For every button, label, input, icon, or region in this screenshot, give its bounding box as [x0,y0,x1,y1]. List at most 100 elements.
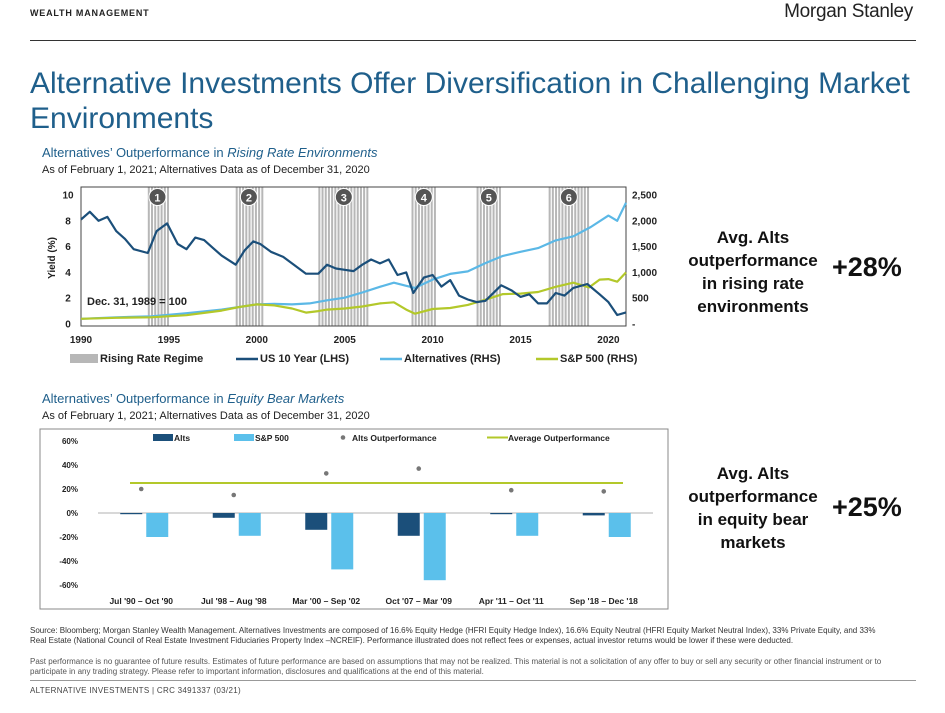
s-p-500-rhs-line [80,271,627,320]
regime-stripe [353,187,356,326]
x-tick: 2005 [334,335,357,346]
y-left-tick: 8 [65,216,71,227]
regime-stripe [321,187,324,326]
regime-stripe [486,187,489,326]
regime-stripe [548,187,551,326]
y-tick: -40% [59,557,78,566]
section2-title-prefix: Alternatives’ Outperformance in [42,391,228,406]
sp500-bar [238,513,261,536]
y-tick: -20% [59,533,78,542]
section2-subtitle: As of February 1, 2021; Alternatives Dat… [42,410,370,422]
outperformance-dot [138,486,144,492]
bars [120,513,631,581]
regime-stripe [427,187,430,326]
stat-label-line: outperformance [688,251,818,270]
regime-stripe [245,187,248,326]
regime-badge [334,188,353,206]
y-left-tick: 6 [65,242,71,253]
us-10-year-lhs-line [80,210,627,317]
regime-stripe [235,187,238,326]
regime-stripe [583,187,586,326]
right-axis-ticks: 2,500 2,000 1,500 1,000 500 - [632,191,657,331]
category-label: Sep '18 – Dec '18 [570,596,639,606]
regime-stripe [334,187,337,326]
regime-stripe [347,187,350,326]
left-axis-label: Yield (%) [47,237,58,279]
category-label: Oct '07 – Mar '09 [386,596,453,606]
header-label: WEALTH MANAGEMENT [30,8,150,18]
regime-stripe [433,187,436,326]
plot-frame [80,186,627,327]
section1-title: Alternatives’ Outperformance in Rising R… [42,145,378,160]
regime-stripe [561,187,564,326]
y-right-tick: - [632,320,635,331]
regime-stripe [417,187,420,326]
regime-stripe [421,187,424,326]
chart1-legend: Rising Rate Regime US 10 Year (LHS) Altern… [70,353,638,365]
regime-stripe [564,187,567,326]
regime-stripe [366,187,369,326]
regime-stripe [574,187,577,326]
regime-stripe [577,187,580,326]
regime-stripe [167,187,170,326]
y-right-tick: 2,000 [632,216,657,227]
regime-badge-label: 3 [341,193,347,205]
legend-label: Average Outperformance [508,433,610,443]
regime-badge [559,188,578,206]
category-labels: Jul '90 – Oct '90 Jul '98 – Aug '98 Mar '0… [109,596,638,606]
y-left-tick: 2 [65,294,71,305]
regime-stripe [558,187,561,326]
section1-title-italic: Rising Rate Environments [227,145,378,160]
disclaimer: Past performance is no guarantee of futu… [30,657,882,676]
sp500-bar [423,513,446,581]
y-tick: 60% [62,437,78,446]
legend-label: Alternatives (RHS) [404,353,501,365]
stat2-value: +25% [832,492,902,522]
footer-divider [30,680,916,681]
y-left-tick: 10 [62,191,74,202]
regime-stripe [163,187,166,326]
category-label: Mar '00 – Sep '02 [292,596,360,606]
base-date-annotation: Dec. 31, 1989 = 100 [87,296,187,308]
series-lines [80,202,627,320]
regime-stripe [571,187,574,326]
y-left-tick: 4 [65,268,71,279]
outperformance-dot [601,489,607,494]
regime-stripe [363,187,366,326]
legend-label: S&P 500 [255,433,289,443]
y-right-tick: 2,500 [632,191,657,202]
regime-stripe [587,187,590,326]
regime-stripe [479,187,482,326]
regime-badge [148,188,167,206]
regime-badge [414,188,433,206]
legend-label: US 10 Year (LHS) [260,353,349,365]
bear-market-chart: 60% 40% 20% 0% -20% -40% -60% Jul '90 – Oct '9… [39,428,669,610]
regime-stripe [580,187,583,326]
legend-label: Rising Rate Regime [100,353,203,365]
regime-stripe [356,187,359,326]
regime-badge-label: 5 [486,193,492,205]
regime-badge-label: 6 [566,193,572,205]
stat2-label: Avg. Alts outperformance in equity bear mar… [682,462,824,554]
stat-label-line: environments [697,297,809,316]
legend-label: Alts Outperformance [352,433,437,443]
regime-stripe [324,187,327,326]
regime-stripe [327,187,330,326]
legend-label: Alts [174,433,190,443]
alts-bar [212,513,235,518]
regime-stripe [567,187,570,326]
regime-stripe [495,187,498,326]
y-right-tick: 500 [632,294,649,305]
y-tick: 40% [62,461,78,470]
regime-stripe [492,187,495,326]
regime-stripe [154,187,157,326]
regime-bands [147,187,590,326]
x-tick: 1990 [70,335,93,346]
x-tick: 2020 [597,335,620,346]
stat-label-line: in rising rate [701,274,805,293]
chart2-legend: Alts S&P 500 Alts Outperformance Average Ou… [153,433,610,443]
brand-logo: Morgan Stanley [784,1,913,22]
y-left-tick: 0 [65,320,71,331]
regime-stripe [340,187,343,326]
